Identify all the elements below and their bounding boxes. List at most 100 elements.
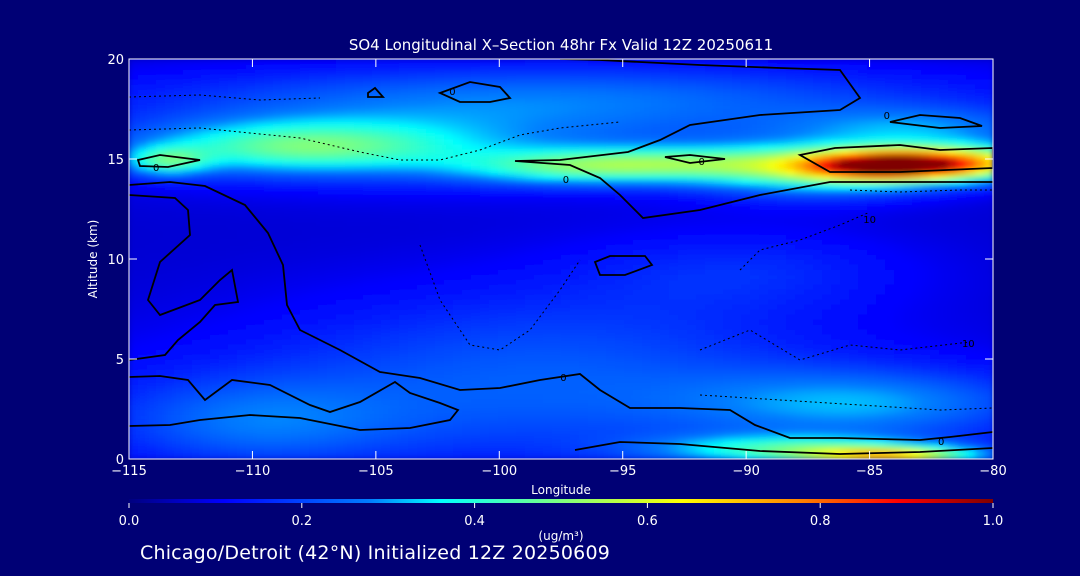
heatmap-cell [498, 109, 508, 115]
heatmap-cell [165, 189, 175, 195]
heatmap-cell [192, 389, 202, 395]
heatmap-cell [660, 224, 670, 230]
heatmap-cell [660, 104, 670, 110]
heatmap-cell [237, 394, 247, 400]
heatmap-cell [318, 194, 328, 200]
heatmap-cell [552, 329, 562, 335]
heatmap-cell [651, 154, 661, 160]
heatmap-cell [399, 299, 409, 305]
heatmap-cell [660, 354, 670, 360]
heatmap-cell [129, 179, 139, 185]
heatmap-cell [624, 434, 634, 440]
heatmap-cell [291, 114, 301, 120]
heatmap-cell [354, 224, 364, 230]
heatmap-cell [435, 184, 445, 190]
heatmap-cell [669, 149, 679, 155]
heatmap-cell [579, 64, 589, 70]
heatmap-cell [201, 79, 211, 85]
heatmap-cell [417, 179, 427, 185]
heatmap-cell [570, 224, 580, 230]
heatmap-cell [570, 379, 580, 385]
heatmap-cell [318, 184, 328, 190]
heatmap-cell [381, 379, 391, 385]
heatmap-cell [318, 219, 328, 225]
heatmap-cell [543, 229, 553, 235]
heatmap-cell [165, 209, 175, 215]
heatmap-cell [525, 84, 535, 90]
heatmap-cell [219, 324, 229, 330]
heatmap-cell [372, 364, 382, 370]
heatmap-cell [129, 129, 139, 135]
heatmap-cell [543, 64, 553, 70]
heatmap-cell [552, 344, 562, 350]
heatmap-cell [453, 129, 463, 135]
heatmap-cell [687, 354, 697, 360]
heatmap-cell [471, 284, 481, 290]
heatmap-cell [327, 59, 337, 65]
heatmap-cell [354, 289, 364, 295]
heatmap-cell [642, 94, 652, 100]
heatmap-cell [183, 269, 193, 275]
heatmap-cell [444, 164, 454, 170]
heatmap-cell [363, 289, 373, 295]
heatmap-cell [201, 424, 211, 430]
heatmap-cell [300, 284, 310, 290]
heatmap-cell [201, 99, 211, 105]
heatmap-cell [633, 334, 643, 340]
heatmap-cell [444, 149, 454, 155]
heatmap-cell [426, 259, 436, 265]
heatmap-cell [660, 109, 670, 115]
heatmap-cell [408, 134, 418, 140]
heatmap-cell [183, 364, 193, 370]
heatmap-cell [417, 294, 427, 300]
heatmap-cell [327, 454, 337, 459]
heatmap-cell [372, 134, 382, 140]
heatmap-cell [516, 224, 526, 230]
heatmap-cell [543, 359, 553, 365]
heatmap-cell [372, 59, 382, 65]
heatmap-cell [516, 274, 526, 280]
heatmap-cell [219, 444, 229, 450]
heatmap-cell [462, 274, 472, 280]
heatmap-cell [165, 419, 175, 425]
heatmap-cell [174, 349, 184, 355]
heatmap-cell [516, 164, 526, 170]
heatmap-cell [408, 414, 418, 420]
heatmap-cell [138, 279, 148, 285]
heatmap-cell [570, 374, 580, 380]
heatmap-cell [174, 324, 184, 330]
heatmap-cell [264, 59, 274, 65]
heatmap-cell [300, 154, 310, 160]
heatmap-cell [174, 294, 184, 300]
heatmap-cell [282, 329, 292, 335]
heatmap-cell [444, 199, 454, 205]
heatmap-cell [363, 229, 373, 235]
heatmap-cell [498, 104, 508, 110]
heatmap-cell [219, 399, 229, 405]
heatmap-cell [651, 74, 661, 80]
heatmap-cell [552, 204, 562, 210]
heatmap-cell [255, 199, 265, 205]
heatmap-cell [417, 274, 427, 280]
heatmap-cell [552, 254, 562, 260]
heatmap-cell [165, 144, 175, 150]
heatmap-cell [309, 169, 319, 175]
heatmap-cell [435, 174, 445, 180]
heatmap-cell [318, 409, 328, 415]
heatmap-cell [597, 429, 607, 435]
heatmap-cell [399, 189, 409, 195]
heatmap-cell [183, 444, 193, 450]
heatmap-cell [273, 284, 283, 290]
heatmap-cell [525, 244, 535, 250]
heatmap-cell [156, 299, 166, 305]
heatmap-cell [408, 299, 418, 305]
heatmap-cell [372, 259, 382, 265]
heatmap-cell [390, 244, 400, 250]
heatmap-cell [471, 104, 481, 110]
heatmap-cell [651, 379, 661, 385]
heatmap-cell [678, 299, 688, 305]
heatmap-cell [525, 199, 535, 205]
heatmap-cell [417, 194, 427, 200]
heatmap-cell [606, 384, 616, 390]
heatmap-cell [255, 124, 265, 130]
